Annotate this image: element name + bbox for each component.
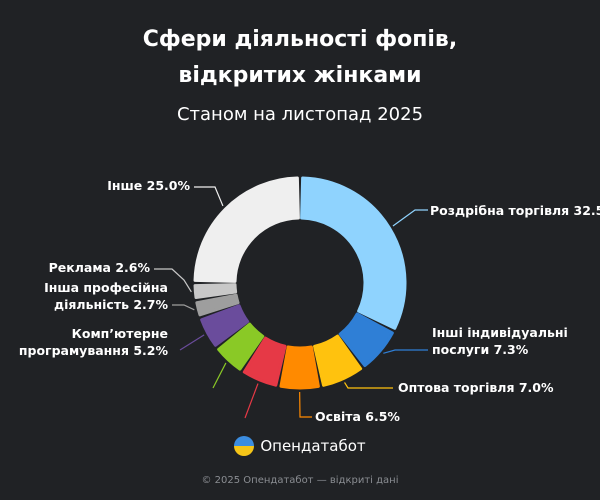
footer: © 2025 Опендатабот — відкриті дані — [201, 475, 399, 486]
brand-name: Опендатабот — [260, 437, 366, 455]
slice-1[interactable] — [338, 312, 394, 368]
slice-3[interactable] — [279, 345, 320, 390]
leader-line-5 — [212, 362, 227, 389]
leader-line-6 — [179, 334, 205, 351]
slice-label-3: Освіта 6.5% — [315, 409, 400, 424]
slice-2[interactable] — [313, 334, 363, 387]
leader-line-3 — [299, 391, 312, 418]
leader-line-7 — [172, 304, 195, 311]
slice-label-0: Роздрібна торгівля 32.5% — [430, 203, 600, 218]
slice-0[interactable] — [300, 176, 407, 330]
slice-label-7: Інша професійна діяльність 2.7% — [44, 280, 168, 312]
opendatabot-logo-icon — [234, 436, 255, 456]
leader-line-8 — [154, 268, 192, 293]
slice-label-9: Інше 25.0% — [107, 178, 190, 193]
leader-line-9 — [194, 186, 224, 207]
slice-4[interactable] — [242, 336, 287, 387]
title-line-1: Сфери діяльності фопів, — [142, 27, 458, 52]
slice-5[interactable] — [217, 322, 265, 371]
leader-line-4 — [244, 383, 259, 419]
slice-label-8: Реклама 2.6% — [49, 260, 151, 275]
slice-7[interactable] — [195, 293, 240, 317]
chart-subtitle: Станом на листопад 2025 — [176, 104, 424, 125]
slice-8[interactable] — [193, 283, 238, 299]
slice-label-1: Інші індивідуальні послуги 7.3% — [432, 325, 568, 357]
slice-label-2: Оптова торгівля 7.0% — [398, 380, 554, 395]
leader-line-1 — [383, 349, 428, 354]
chart-title: Сфери діяльності фопів, відкритих жінкам… — [0, 22, 600, 94]
brand: Опендатабот — [0, 436, 600, 456]
leader-line-2 — [344, 382, 393, 389]
title-line-2: відкритих жінками — [178, 63, 422, 88]
leader-line-0 — [392, 209, 428, 227]
slice-6[interactable] — [200, 304, 250, 347]
slice-label-6: Комп’ютерне програмування 5.2% — [19, 326, 169, 358]
slice-9[interactable] — [193, 176, 300, 283]
